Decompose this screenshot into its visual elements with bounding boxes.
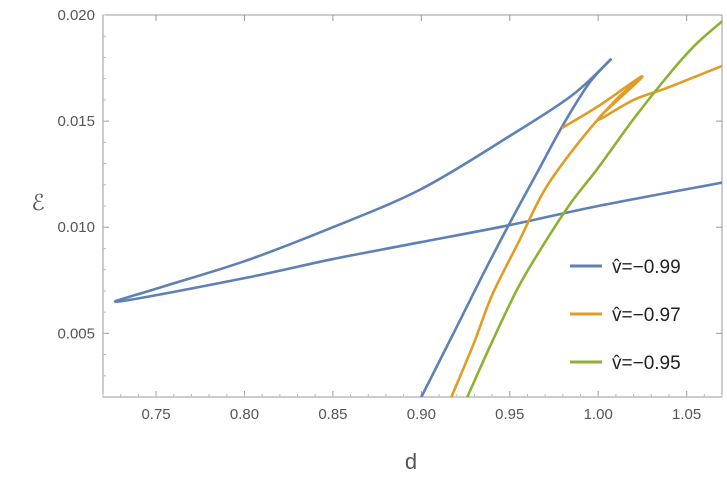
series-line xyxy=(466,20,722,397)
legend-label: v̂=−0.95 xyxy=(612,353,681,374)
y-tick-label: 0.020 xyxy=(57,7,95,24)
x-tick-label: 1.05 xyxy=(672,406,701,423)
x-axis-label: d xyxy=(405,449,417,474)
y-axis-label: ℰ xyxy=(31,190,44,215)
x-tick-label: 0.80 xyxy=(230,406,259,423)
y-tick-label: 0.005 xyxy=(57,325,95,342)
series-1 xyxy=(450,64,722,397)
y-tick-label: 0.010 xyxy=(57,219,95,236)
legend-label: v̂=−0.99 xyxy=(612,257,681,278)
series-branch-line xyxy=(450,75,644,397)
legend-label: v̂=−0.97 xyxy=(612,305,681,326)
plot-area-border xyxy=(102,14,723,398)
x-tick-label: 1.00 xyxy=(584,406,613,423)
series-line xyxy=(561,64,722,129)
series-0 xyxy=(113,58,722,397)
x-tick-label: 0.75 xyxy=(141,406,170,423)
x-tick-label: 0.90 xyxy=(407,406,436,423)
series-branch-line xyxy=(420,58,612,397)
x-tick-label: 0.95 xyxy=(495,406,524,423)
y-tick-label: 0.015 xyxy=(57,113,95,130)
x-tick-label: 0.85 xyxy=(318,406,347,423)
series-2 xyxy=(466,20,722,397)
